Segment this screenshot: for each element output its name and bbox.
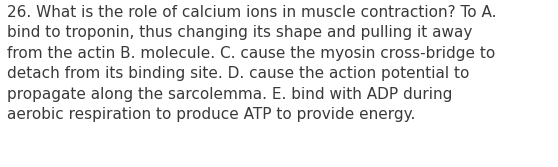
Text: 26. What is the role of calcium ions in muscle contraction? To A.
bind to tropon: 26. What is the role of calcium ions in …: [7, 5, 497, 122]
